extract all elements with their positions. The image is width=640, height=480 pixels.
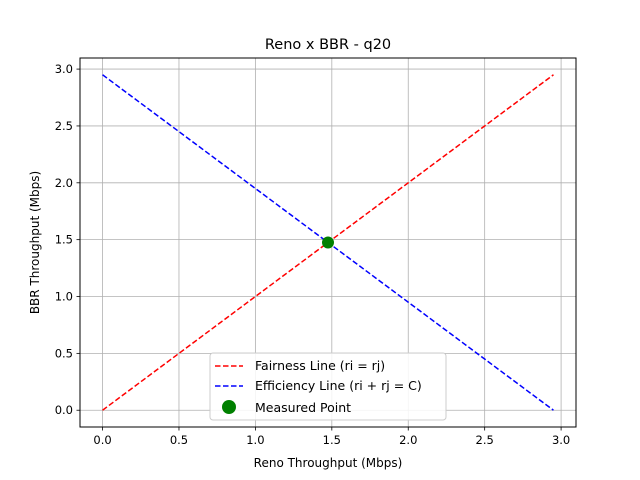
y-tick-label: 1.0 (55, 290, 73, 304)
x-tick-label: 3.0 (552, 433, 570, 447)
x-tick-label: 1.0 (246, 433, 264, 447)
y-tick-label: 0.5 (55, 346, 73, 360)
x-tick-label: 2.5 (476, 433, 494, 447)
y-tick-label: 3.0 (55, 62, 73, 76)
legend-fairness-label: Fairness Line (ri = rj) (255, 358, 385, 373)
legend-measured-label: Measured Point (255, 400, 351, 415)
x-tick-label: 2.0 (399, 433, 417, 447)
x-axis-label: Reno Throughput (Mbps) (254, 456, 403, 470)
axis-ticks: 0.0 0.5 1.0 1.5 2.0 2.5 3.0 0.0 0.5 1.0 1.5 2.0 2.5 3… (55, 62, 571, 447)
x-tick-label: 0.0 (93, 433, 111, 447)
y-tick-label: 1.5 (55, 233, 73, 247)
y-tick-label: 0.0 (55, 403, 73, 417)
legend-efficiency-label: Efficiency Line (ri + rj = C) (255, 378, 422, 393)
chart-title: Reno x BBR - q20 (265, 37, 391, 53)
plot-frame (79, 57, 577, 428)
measured-point (322, 236, 334, 249)
y-tick-label: 2.5 (55, 119, 73, 133)
series-group (102, 74, 554, 411)
legend: Fairness Line (ri = rj) Efficiency Line … (209, 352, 447, 421)
legend-measured-marker (222, 400, 236, 414)
legend-box (209, 352, 447, 421)
x-tick-label: 0.5 (170, 433, 188, 447)
x-tick-label: 1.5 (323, 433, 341, 447)
y-axis-label: BBR Throughput (Mbps) (28, 171, 42, 314)
y-tick-label: 2.0 (55, 176, 73, 190)
